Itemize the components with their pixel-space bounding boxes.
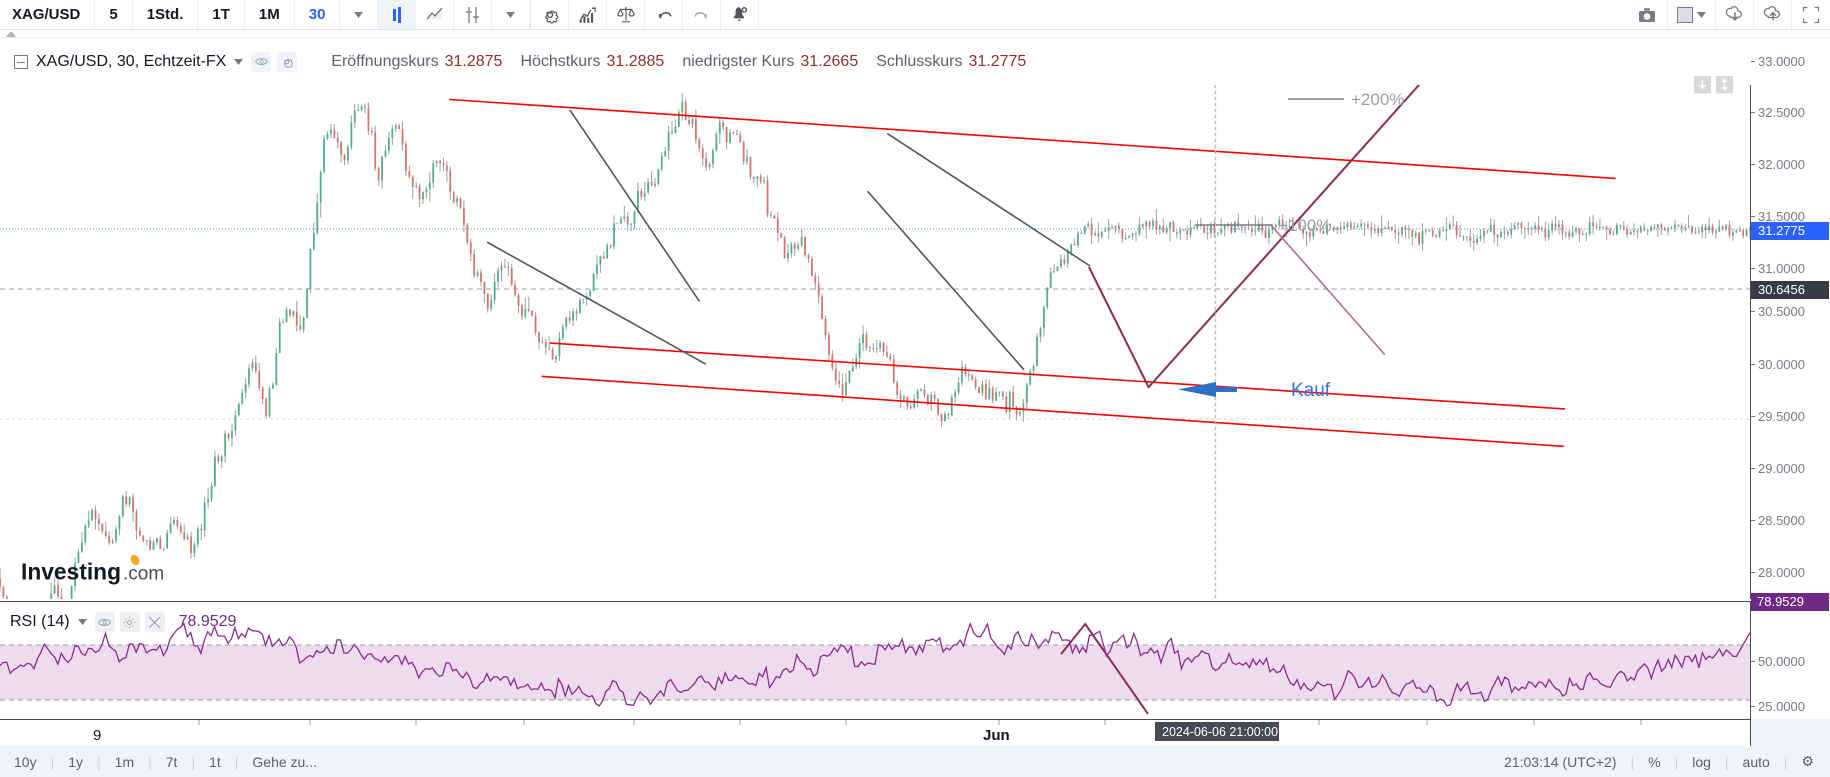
svg-text:Investing: Investing xyxy=(21,559,121,585)
svg-text:2024-06-06 21:00:00: 2024-06-06 21:00:00 xyxy=(1162,725,1278,739)
svg-text:Jun: Jun xyxy=(983,727,1010,744)
svg-text:9: 9 xyxy=(93,727,101,744)
svg-text:Kauf: Kauf xyxy=(1291,380,1331,401)
svg-text:+100%: +100% xyxy=(1278,216,1331,235)
svg-text:+200%: +200% xyxy=(1351,90,1404,109)
svg-text:.com: .com xyxy=(123,564,164,585)
